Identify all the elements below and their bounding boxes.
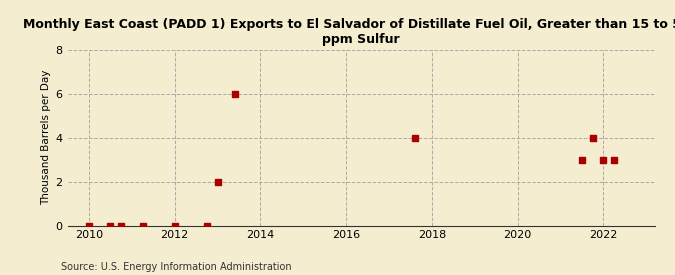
- Point: [609, 157, 620, 162]
- Point: [84, 223, 95, 228]
- Text: Source: U.S. Energy Information Administration: Source: U.S. Energy Information Administ…: [61, 262, 292, 272]
- Point: [576, 157, 587, 162]
- Point: [230, 91, 240, 96]
- Point: [169, 223, 180, 228]
- Point: [201, 223, 212, 228]
- Point: [212, 179, 223, 184]
- Title: Monthly East Coast (PADD 1) Exports to El Salvador of Distillate Fuel Oil, Great: Monthly East Coast (PADD 1) Exports to E…: [24, 18, 675, 46]
- Y-axis label: Thousand Barrels per Day: Thousand Barrels per Day: [41, 70, 51, 205]
- Point: [409, 135, 420, 140]
- Point: [115, 223, 126, 228]
- Point: [598, 157, 609, 162]
- Point: [137, 223, 148, 228]
- Point: [587, 135, 598, 140]
- Point: [105, 223, 116, 228]
